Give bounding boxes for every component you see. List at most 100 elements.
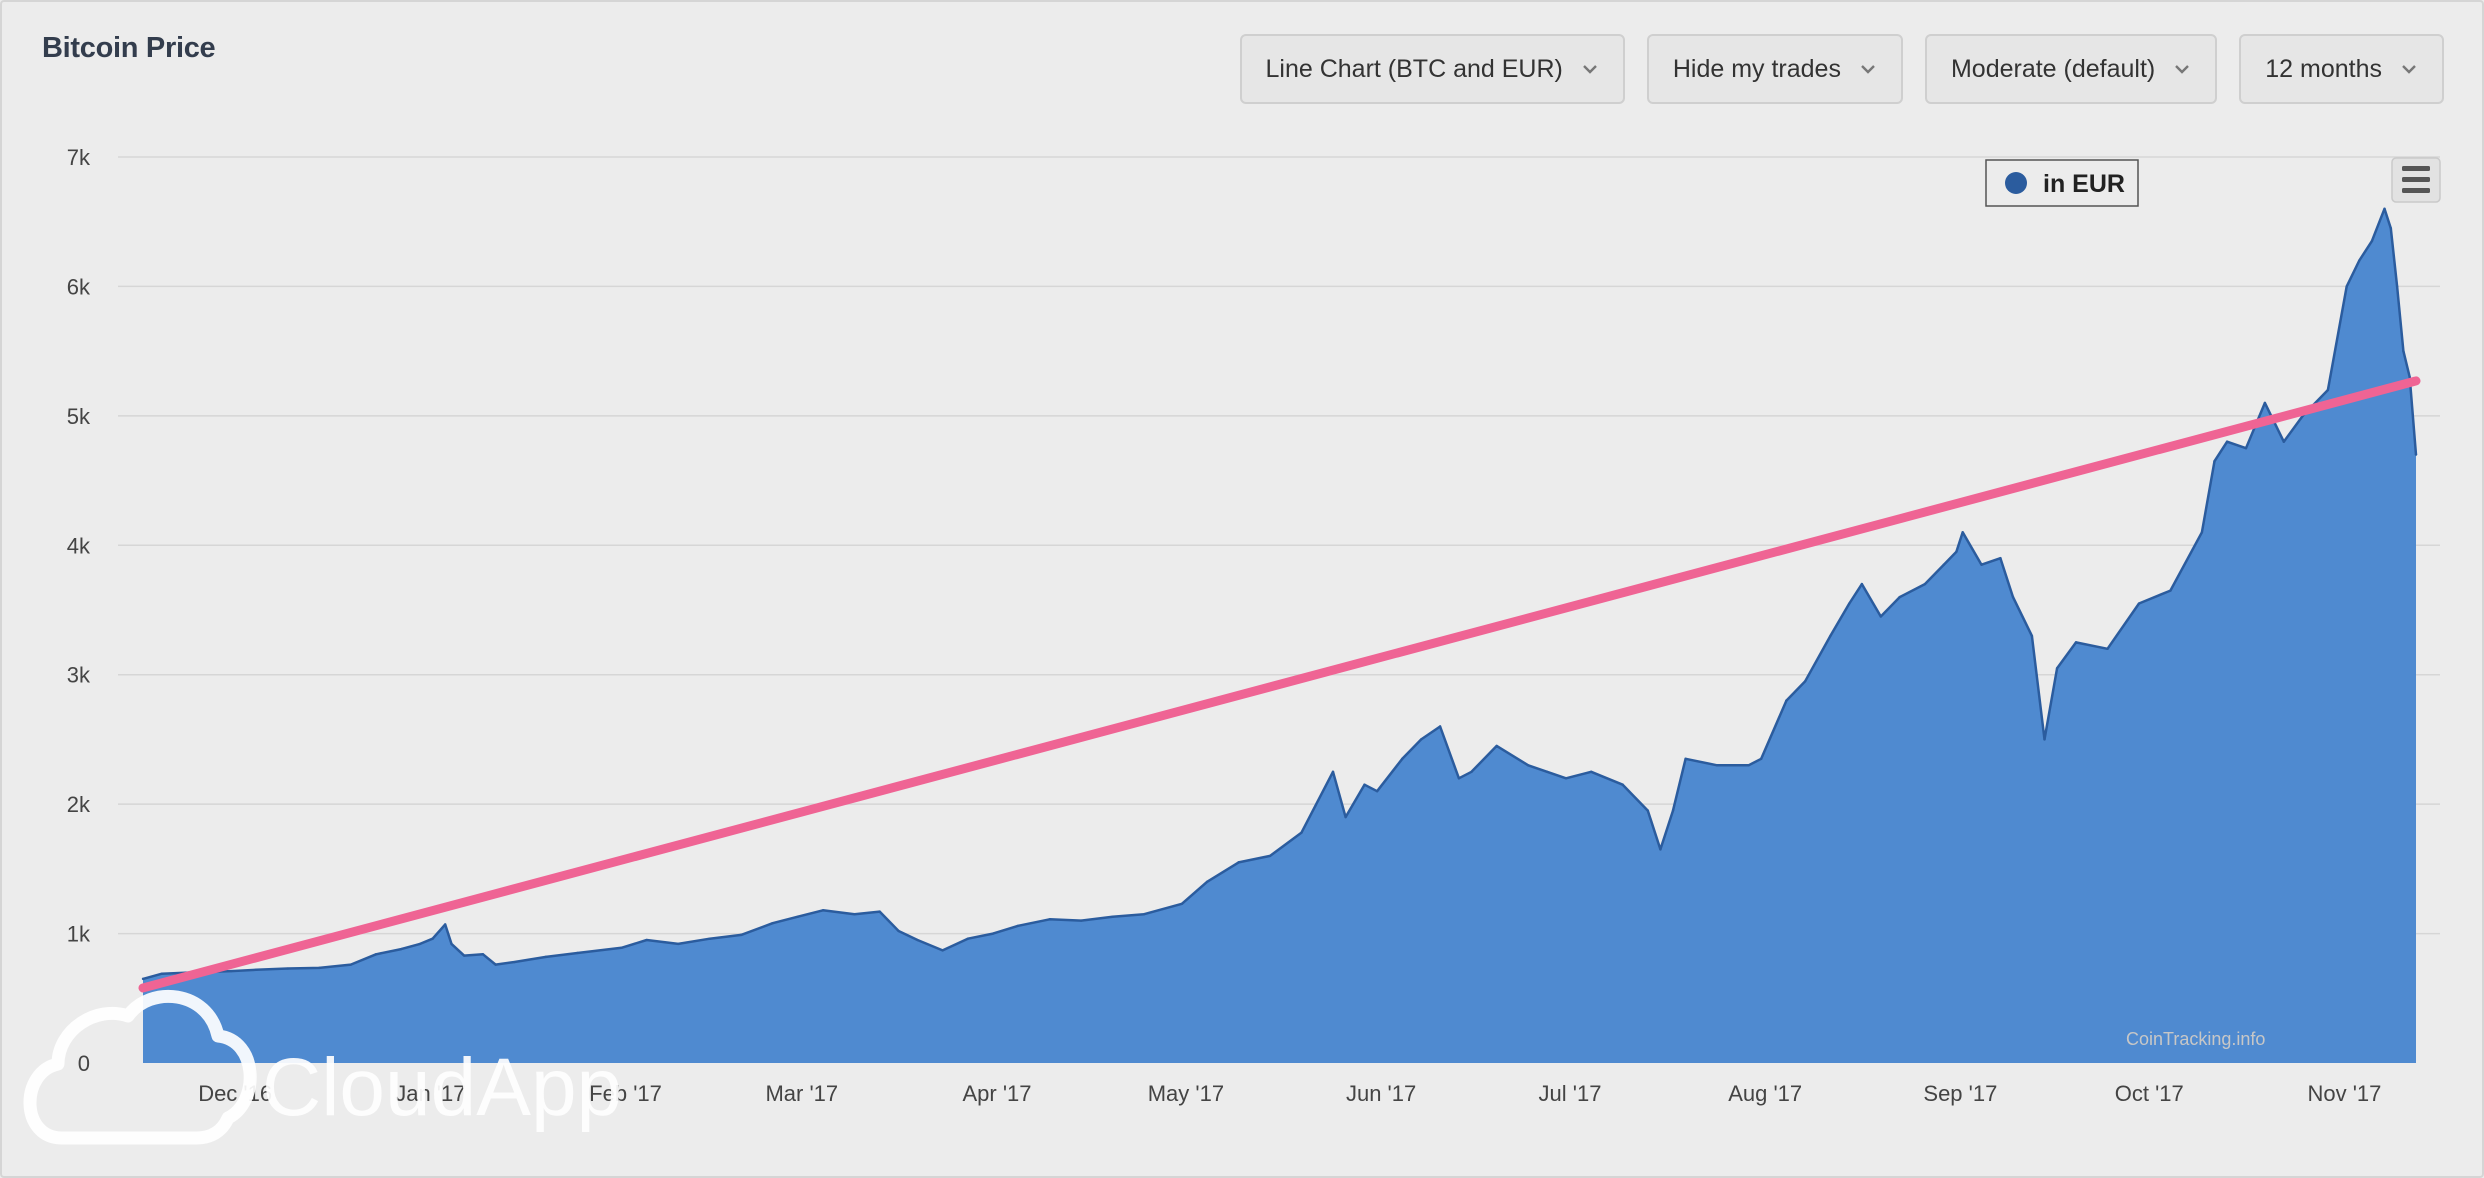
data-point — [2408, 375, 2411, 379]
data-point — [1180, 902, 1184, 906]
data-point — [1470, 770, 1473, 773]
x-tick-label: Feb '17 — [589, 1081, 662, 1106]
data-point — [1759, 757, 1763, 761]
data-point — [1419, 738, 1423, 741]
series-group — [138, 207, 2421, 1064]
data-point — [2043, 738, 2046, 741]
data-point — [1898, 595, 1901, 599]
data-point — [576, 951, 579, 955]
chart-type-dropdown[interactable]: Line Chart (BTC and EUR) — [1239, 34, 1625, 104]
range-dropdown[interactable]: 12 months — [2239, 34, 2444, 104]
data-point — [1785, 699, 1788, 702]
data-point — [771, 922, 774, 925]
data-point — [878, 910, 881, 913]
chevron-down-icon — [1861, 65, 1875, 74]
data-point — [462, 954, 466, 957]
trades-label: Hide my trades — [1672, 54, 1841, 83]
data-point — [318, 966, 321, 970]
data-point — [1268, 854, 1272, 858]
cloud-icon — [23, 989, 257, 1145]
y-tick-label: 4k — [67, 533, 91, 558]
data-point — [1237, 861, 1240, 864]
data-point — [1111, 915, 1114, 918]
legend-marker — [2005, 172, 2027, 194]
data-point — [897, 929, 900, 933]
x-tick-label: Jul '17 — [1539, 1081, 1602, 1106]
data-point — [1048, 918, 1051, 921]
data-point — [1684, 757, 1687, 761]
smoothing-dropdown[interactable]: Moderate (default) — [1924, 34, 2218, 104]
data-point — [2225, 440, 2229, 443]
data-point — [494, 963, 497, 966]
data-point — [853, 912, 856, 916]
data-point — [1999, 557, 2002, 560]
data-point — [1527, 764, 1530, 767]
data-point — [1942, 563, 1945, 566]
data-point — [1438, 725, 1442, 728]
data-point — [2137, 602, 2141, 605]
data-point — [544, 955, 548, 959]
data-point — [2326, 388, 2330, 392]
data-point — [1363, 783, 1366, 786]
data-point — [349, 963, 352, 966]
trades-dropdown[interactable]: Hide my trades — [1646, 34, 1903, 104]
x-tick-label: Dec '16 — [198, 1081, 272, 1106]
data-point — [2395, 285, 2399, 288]
menu-icon — [2402, 166, 2430, 193]
data-point — [1955, 550, 1958, 553]
data-point — [1545, 770, 1549, 773]
chevron-down-icon — [2175, 65, 2190, 74]
data-point — [2030, 634, 2034, 638]
data-point — [941, 949, 944, 952]
chevron-down-icon — [1582, 65, 1597, 74]
data-point — [255, 968, 258, 972]
data-point — [916, 938, 919, 942]
data-point — [1344, 815, 1347, 819]
range-label: 12 months — [2265, 54, 2382, 83]
data-point — [2414, 453, 2418, 456]
data-point — [1142, 912, 1146, 916]
data-point — [991, 932, 995, 935]
data-point — [2074, 641, 2078, 644]
data-point — [1879, 615, 1883, 618]
data-point — [2106, 647, 2109, 651]
y-tick-label: 7k — [67, 145, 91, 170]
data-point — [2282, 440, 2285, 443]
y-tick-label: 1k — [67, 922, 91, 947]
data-point — [2370, 239, 2374, 243]
data-point — [821, 909, 825, 912]
chart-menu-button[interactable] — [2391, 157, 2441, 203]
y-tick-label: 3k — [67, 663, 91, 688]
data-point — [418, 942, 422, 946]
smoothing-label: Moderate (default) — [1950, 54, 2156, 83]
data-point — [1961, 531, 1964, 534]
data-point — [645, 938, 648, 942]
x-tick-label: May '17 — [1148, 1081, 1224, 1106]
data-point — [2345, 285, 2348, 288]
data-point — [1564, 777, 1568, 780]
data-point — [2358, 259, 2361, 262]
data-point — [1375, 790, 1379, 793]
y-tick-label: 2k — [67, 792, 91, 817]
y-tick-label: 5k — [67, 404, 91, 429]
data-point — [2169, 589, 2172, 592]
data-point — [2402, 349, 2405, 353]
data-point — [708, 937, 711, 940]
legend[interactable]: in EUR — [1985, 159, 2139, 207]
x-axis-labels: Dec '16 Jan '17 Feb '17 Mar '17 Apr '17 May '… — [198, 1081, 2381, 1106]
data-point — [1495, 744, 1498, 748]
chart-type-label: Line Chart (BTC and EUR) — [1265, 54, 1563, 83]
data-point — [160, 972, 164, 975]
data-point — [739, 933, 743, 937]
x-tick-label: Jan '17 — [395, 1081, 465, 1106]
data-point — [1300, 831, 1303, 834]
data-point — [444, 923, 447, 926]
data-point — [1980, 563, 1983, 566]
data-point — [1205, 880, 1209, 883]
chart-toolbar: Line Chart (BTC and EUR) Hide my trades … — [1239, 34, 2444, 104]
x-tick-label: Jun '17 — [1346, 1081, 1416, 1106]
data-point — [2389, 226, 2393, 230]
data-point — [1589, 770, 1593, 773]
legend-label: in EUR — [2043, 170, 2125, 198]
